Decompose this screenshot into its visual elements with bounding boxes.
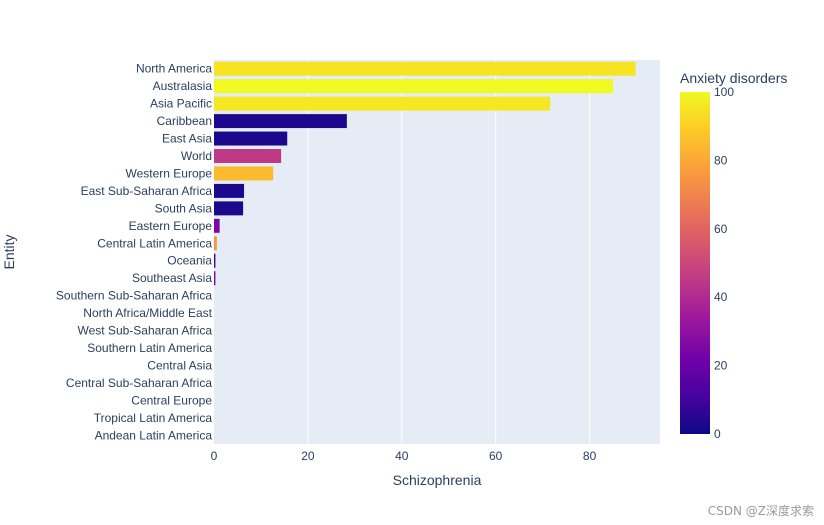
y-tick-label: Asia Pacific bbox=[150, 97, 212, 111]
bars bbox=[214, 61, 636, 286]
y-axis-title: Entity bbox=[1, 234, 17, 269]
y-tick-label: East Asia bbox=[162, 132, 212, 146]
y-tick-label: Central Europe bbox=[131, 393, 212, 407]
bar bbox=[214, 79, 614, 94]
y-tick-label: Southeast Asia bbox=[132, 271, 212, 285]
bar bbox=[214, 149, 282, 163]
bar bbox=[214, 271, 216, 286]
y-tick-label: Tropical Latin America bbox=[94, 411, 213, 425]
y-tick-label: Oceania bbox=[167, 254, 212, 268]
y-tick-label: Southern Latin America bbox=[87, 341, 212, 355]
bar bbox=[214, 61, 636, 76]
y-tick-label: East Sub-Saharan Africa bbox=[81, 184, 213, 198]
bar bbox=[214, 183, 245, 198]
colorbar-tick-label: 80 bbox=[714, 153, 728, 167]
bar bbox=[214, 253, 216, 268]
y-tick-label: Australasia bbox=[153, 79, 213, 93]
bar bbox=[214, 166, 274, 181]
x-tick-label: 80 bbox=[583, 449, 597, 463]
x-tick-labels: 0 20 40 60 80 bbox=[211, 449, 597, 463]
bar bbox=[214, 218, 220, 233]
y-tick-label: North America bbox=[136, 62, 212, 76]
y-tick-label: Southern Sub-Saharan Africa bbox=[56, 289, 212, 303]
y-tick-label: Central Sub-Saharan Africa bbox=[66, 376, 212, 390]
colorbar-tick-label: 20 bbox=[714, 359, 728, 373]
x-tick-label: 40 bbox=[395, 449, 409, 463]
y-tick-label: Central Latin America bbox=[97, 236, 212, 250]
bar bbox=[214, 201, 244, 216]
y-tick-label: North Africa/Middle East bbox=[83, 306, 212, 320]
y-tick-label: South Asia bbox=[155, 201, 213, 215]
x-axis-title: Schizophrenia bbox=[393, 472, 482, 488]
watermark: CSDN @Z深度求索 bbox=[707, 504, 814, 518]
colorbar-tick-label: 0 bbox=[714, 427, 721, 441]
colorbar bbox=[680, 92, 710, 434]
bar bbox=[214, 236, 217, 251]
colorbar-title: Anxiety disorders bbox=[680, 70, 787, 86]
colorbar-tick-label: 60 bbox=[714, 222, 728, 236]
y-tick-labels: North America Australasia Asia Pacific Cari… bbox=[56, 62, 213, 443]
colorbar-tick-label: 100 bbox=[714, 85, 734, 99]
y-tick-label: Andean Latin America bbox=[95, 428, 213, 442]
colorbar-ticks: 0 20 40 60 80 100 bbox=[714, 85, 734, 441]
y-tick-label: Western Europe bbox=[126, 166, 213, 180]
bar bbox=[214, 114, 347, 129]
y-tick-label: Caribbean bbox=[157, 114, 212, 128]
colorbar-tick-label: 40 bbox=[714, 290, 728, 304]
y-tick-label: West Sub-Saharan Africa bbox=[77, 324, 212, 338]
y-tick-label: Eastern Europe bbox=[129, 219, 213, 233]
y-tick-label: Central Asia bbox=[147, 358, 212, 372]
x-tick-label: 20 bbox=[301, 449, 315, 463]
bar bbox=[214, 131, 288, 146]
x-tick-label: 0 bbox=[211, 449, 218, 463]
bar bbox=[214, 96, 551, 111]
y-tick-label: World bbox=[181, 149, 212, 163]
x-tick-label: 60 bbox=[489, 449, 503, 463]
